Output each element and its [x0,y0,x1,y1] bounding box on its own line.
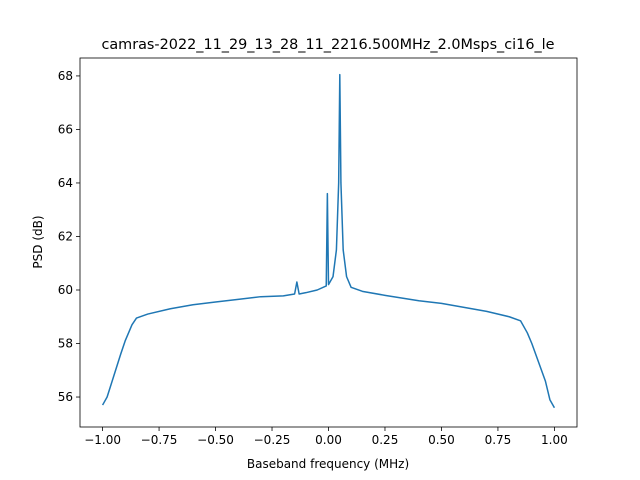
x-tick-label: −0.50 [197,433,234,447]
y-tick-label: 64 [58,176,73,190]
x-tick-label: 0.25 [372,433,399,447]
x-tick-label: −0.25 [254,433,291,447]
x-tick-label: −1.00 [84,433,121,447]
y-axis-label: PSD (dB) [31,215,45,268]
axes-frame [79,57,578,428]
x-tick-label: 0.00 [315,433,342,447]
data-line [101,73,556,409]
x-tick-label: −0.75 [141,433,178,447]
y-tick-label: 60 [58,283,73,297]
x-tick-label: 0.75 [485,433,512,447]
chart-title: camras-2022_11_29_13_28_11_2216.500MHz_2… [101,37,554,53]
y-tick-label: 66 [58,122,73,136]
x-axis-label: Baseband frequency (MHz) [247,457,409,471]
y-tick-label: 56 [58,390,73,404]
x-tick-label: 0.50 [428,433,455,447]
y-tick-label: 68 [58,69,73,83]
x-tick-label: 1.00 [541,433,568,447]
y-tick-label: 58 [58,337,73,351]
y-tick-label: 62 [58,229,73,243]
